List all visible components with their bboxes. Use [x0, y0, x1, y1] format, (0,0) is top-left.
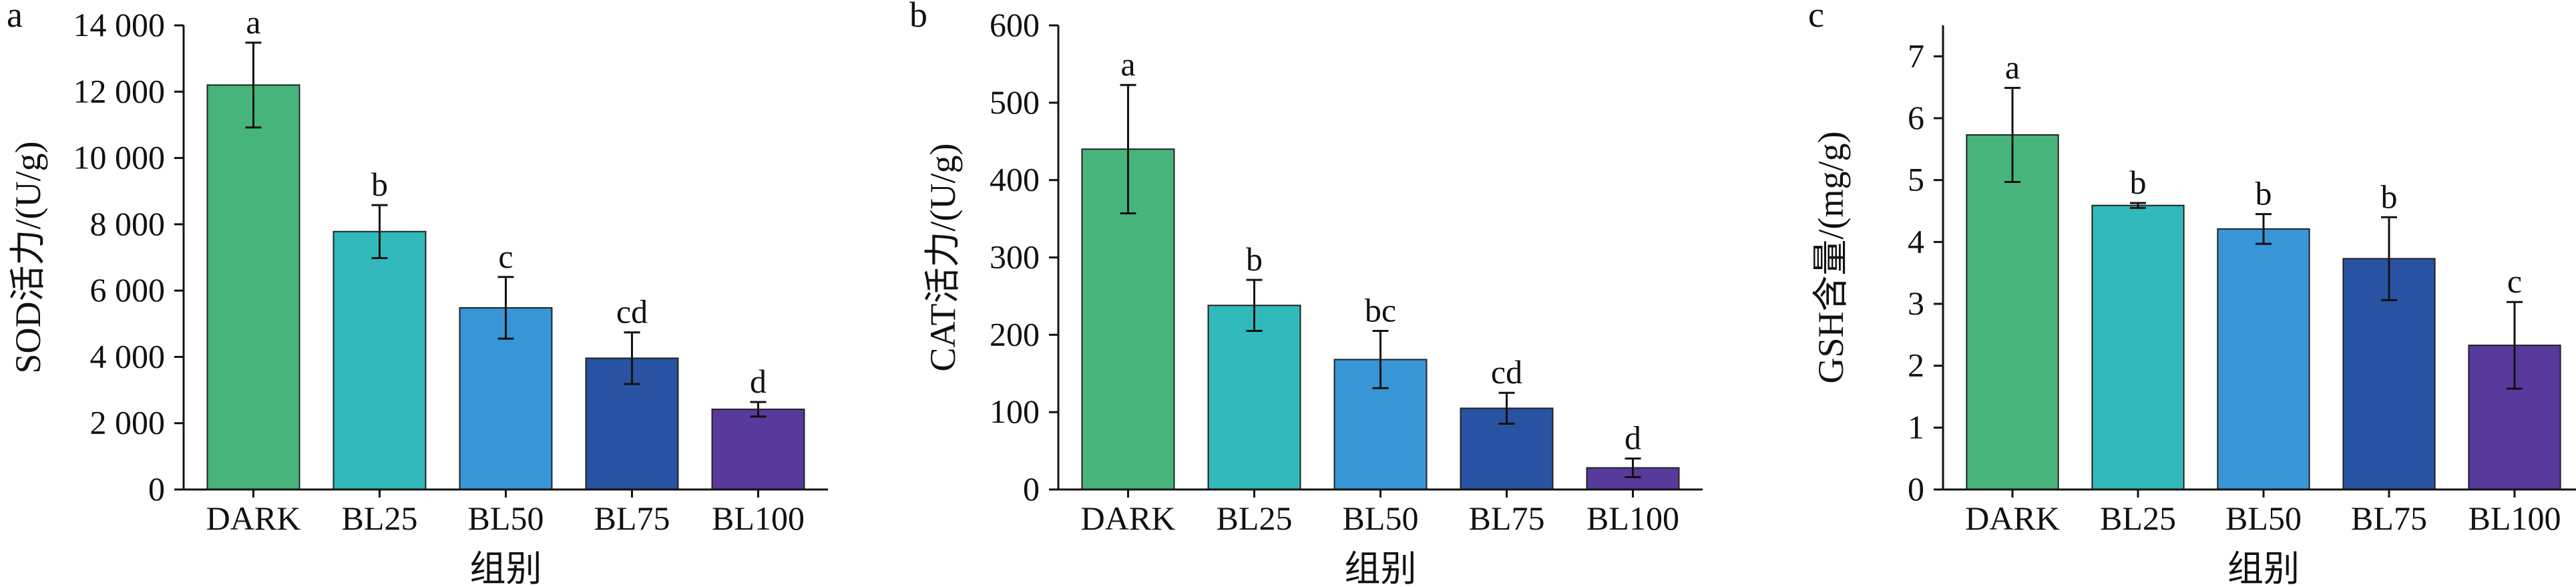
- significance-label: b: [2256, 175, 2272, 212]
- x-tick-label: BL75: [1469, 500, 1545, 537]
- significance-label: a: [1120, 45, 1135, 83]
- significance-label: b: [2381, 178, 2398, 215]
- y-tick-label: 100: [990, 393, 1040, 430]
- panel-letter: b: [909, 0, 927, 35]
- y-tick-label: 6: [1908, 99, 1924, 136]
- x-tick-label: BL100: [1586, 500, 1679, 537]
- y-tick-label: 300: [990, 238, 1040, 276]
- x-tick-label: BL100: [2468, 500, 2561, 537]
- y-axis-title: SOD活力/(U/g): [8, 142, 48, 374]
- x-tick-label: DARK: [1081, 500, 1176, 537]
- significance-label: cd: [1491, 353, 1522, 391]
- x-tick-label: BL25: [1217, 500, 1293, 537]
- y-tick-label: 2: [1908, 347, 1924, 384]
- bar-bl25: [2091, 204, 2185, 490]
- significance-label: b: [2130, 164, 2147, 201]
- panel-letter: a: [7, 0, 23, 35]
- bar-bl50: [2217, 228, 2310, 490]
- chart-panel-a: a a DARK b BL25 c BL50 cd BL75 d BL100 0 2 000 4 000 6…: [7, 0, 828, 587]
- significance-label: a: [2005, 49, 2020, 86]
- y-tick-label: 5: [1908, 161, 1924, 198]
- bar-dark: [1966, 134, 2059, 490]
- significance-label: d: [750, 363, 767, 400]
- significance-label: b: [371, 166, 388, 203]
- significance-label: a: [246, 3, 260, 41]
- x-tick-label: BL50: [2225, 500, 2302, 537]
- y-tick-label: 0: [148, 470, 165, 508]
- y-tick-label: 4: [1908, 222, 1924, 260]
- y-tick-label: 6 000: [90, 271, 166, 309]
- significance-label: b: [1246, 240, 1263, 278]
- y-tick-label: 10 000: [73, 139, 166, 176]
- y-axis-title: CAT活力/(U/g): [923, 144, 963, 372]
- y-tick-label: 600: [990, 6, 1040, 43]
- significance-label: bc: [1365, 292, 1396, 329]
- x-tick-label: BL25: [2100, 500, 2176, 537]
- y-tick-label: 0: [1023, 470, 1040, 508]
- x-axis-title: 组别: [2227, 549, 2300, 587]
- y-axis-title: GSH含量/(mg/g): [1811, 132, 1851, 384]
- y-tick-label: 3: [1908, 284, 1924, 322]
- x-tick-label: BL50: [1343, 500, 1419, 537]
- significance-label: cd: [616, 293, 648, 331]
- chart-panel-c: c a DARK b BL25 b BL50 b BL75 c BL100 0 1 2 3 4 5 6 7 组别 GSH…: [1808, 0, 2576, 587]
- x-tick-label: BL100: [712, 500, 805, 537]
- y-tick-label: 12 000: [73, 72, 166, 110]
- y-tick-label: 8 000: [90, 205, 166, 242]
- y-tick-label: 14 000: [73, 6, 166, 43]
- x-tick-label: DARK: [1965, 500, 2060, 537]
- y-tick-label: 1: [1908, 408, 1924, 445]
- significance-label: d: [1625, 419, 1641, 457]
- bar-dark: [206, 84, 300, 491]
- x-tick-label: BL50: [468, 500, 544, 537]
- y-tick-label: 2 000: [90, 404, 166, 441]
- y-tick-label: 7: [1908, 37, 1924, 74]
- bar-bl25: [1207, 305, 1301, 490]
- y-tick-label: 4 000: [90, 337, 166, 375]
- bar-bl25: [333, 230, 427, 490]
- y-tick-label: 0: [1908, 470, 1924, 508]
- y-tick-label: 500: [990, 83, 1040, 121]
- y-tick-label: 200: [990, 315, 1040, 353]
- x-axis-title: 组别: [1345, 549, 1417, 587]
- significance-label: c: [2507, 262, 2522, 300]
- significance-label: c: [498, 238, 513, 275]
- x-tick-label: DARK: [206, 500, 301, 537]
- x-tick-label: BL25: [342, 500, 418, 537]
- x-axis-title: 组别: [470, 549, 542, 587]
- panel-letter: c: [1808, 0, 1824, 35]
- y-tick-label: 400: [990, 161, 1040, 198]
- x-tick-label: BL75: [2351, 500, 2427, 537]
- bar-bl100: [711, 408, 805, 490]
- x-tick-label: BL75: [594, 500, 670, 537]
- chart-panel-b: b a DARK b BL25 bc BL50 cd BL75 d BL100 0 100 200 300 4…: [909, 0, 1703, 587]
